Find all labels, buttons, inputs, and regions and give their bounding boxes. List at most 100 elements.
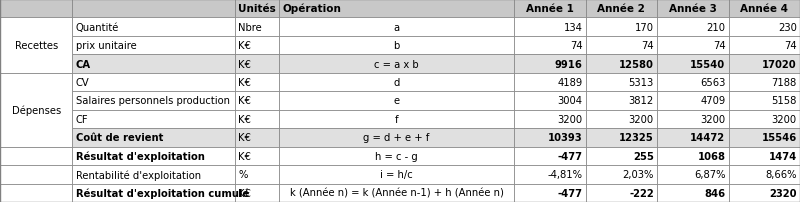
- Bar: [657, 37, 729, 55]
- Bar: [586, 37, 657, 55]
- Text: Dépenses: Dépenses: [11, 105, 61, 115]
- Bar: [72, 0, 235, 18]
- Text: f: f: [394, 114, 398, 124]
- Text: g = d + e + f: g = d + e + f: [363, 133, 430, 143]
- Bar: [729, 18, 800, 37]
- Text: b: b: [394, 41, 400, 51]
- Bar: [72, 184, 235, 202]
- Text: a: a: [394, 23, 399, 33]
- Text: 9916: 9916: [554, 59, 582, 69]
- Text: K€: K€: [238, 96, 251, 106]
- Bar: [72, 18, 235, 37]
- Text: c = a x b: c = a x b: [374, 59, 419, 69]
- Bar: [279, 0, 514, 18]
- Bar: [279, 128, 514, 147]
- Bar: [0, 184, 72, 202]
- Text: Quantité: Quantité: [75, 23, 119, 33]
- Bar: [279, 184, 514, 202]
- Text: CF: CF: [75, 114, 88, 124]
- Bar: [729, 165, 800, 184]
- Text: K€: K€: [238, 114, 251, 124]
- Text: K€: K€: [238, 188, 251, 198]
- Text: d: d: [394, 78, 400, 88]
- Text: i = h/c: i = h/c: [380, 169, 413, 179]
- Bar: [0, 0, 72, 18]
- Bar: [0, 165, 72, 184]
- Bar: [0, 74, 72, 92]
- Text: 74: 74: [713, 41, 726, 51]
- Bar: [514, 110, 586, 128]
- Text: 4189: 4189: [557, 78, 582, 88]
- Text: 255: 255: [633, 151, 654, 161]
- Bar: [72, 55, 235, 74]
- Bar: [514, 165, 586, 184]
- Bar: [729, 110, 800, 128]
- Text: Année 4: Année 4: [740, 4, 788, 14]
- Text: 2320: 2320: [770, 188, 797, 198]
- Bar: [235, 165, 279, 184]
- Text: K€: K€: [238, 78, 251, 88]
- Bar: [235, 128, 279, 147]
- Bar: [729, 128, 800, 147]
- Text: Unités: Unités: [238, 4, 276, 14]
- Text: 134: 134: [563, 23, 582, 33]
- Bar: [279, 165, 514, 184]
- Bar: [657, 147, 729, 165]
- Bar: [514, 74, 586, 92]
- Text: Résultat d'exploitation cumulé: Résultat d'exploitation cumulé: [75, 188, 249, 198]
- Text: 74: 74: [642, 41, 654, 51]
- Text: -222: -222: [629, 188, 654, 198]
- Bar: [586, 184, 657, 202]
- Text: -477: -477: [558, 188, 582, 198]
- Bar: [0, 128, 72, 147]
- Text: 6563: 6563: [700, 78, 726, 88]
- Bar: [729, 184, 800, 202]
- Bar: [514, 0, 586, 18]
- Bar: [586, 92, 657, 110]
- Text: K€: K€: [238, 41, 251, 51]
- Bar: [657, 184, 729, 202]
- Bar: [279, 18, 514, 37]
- Text: 17020: 17020: [762, 59, 797, 69]
- Text: 12580: 12580: [619, 59, 654, 69]
- Bar: [657, 18, 729, 37]
- Bar: [657, 0, 729, 18]
- Text: K€: K€: [238, 59, 251, 69]
- Text: Opération: Opération: [282, 4, 341, 14]
- Text: K€: K€: [238, 151, 251, 161]
- Text: 3812: 3812: [629, 96, 654, 106]
- Bar: [514, 37, 586, 55]
- Bar: [729, 147, 800, 165]
- Text: 12325: 12325: [619, 133, 654, 143]
- Bar: [279, 147, 514, 165]
- Bar: [235, 18, 279, 37]
- Bar: [729, 0, 800, 18]
- Bar: [72, 165, 235, 184]
- Bar: [657, 55, 729, 74]
- Bar: [72, 110, 235, 128]
- Bar: [729, 55, 800, 74]
- Bar: [657, 92, 729, 110]
- Bar: [279, 92, 514, 110]
- Text: 3200: 3200: [558, 114, 582, 124]
- Bar: [586, 18, 657, 37]
- Bar: [235, 55, 279, 74]
- Bar: [0, 18, 72, 74]
- Text: 3200: 3200: [772, 114, 797, 124]
- Bar: [72, 92, 235, 110]
- Text: prix unitaire: prix unitaire: [75, 41, 136, 51]
- Bar: [514, 92, 586, 110]
- Bar: [0, 55, 72, 74]
- Bar: [235, 110, 279, 128]
- Text: 74: 74: [784, 41, 797, 51]
- Bar: [657, 128, 729, 147]
- Text: Année 3: Année 3: [669, 4, 717, 14]
- Bar: [729, 74, 800, 92]
- Text: 15546: 15546: [762, 133, 797, 143]
- Text: 210: 210: [706, 23, 726, 33]
- Bar: [514, 128, 586, 147]
- Text: Coût de revient: Coût de revient: [75, 133, 163, 143]
- Bar: [586, 0, 657, 18]
- Bar: [72, 37, 235, 55]
- Text: Année 1: Année 1: [526, 4, 574, 14]
